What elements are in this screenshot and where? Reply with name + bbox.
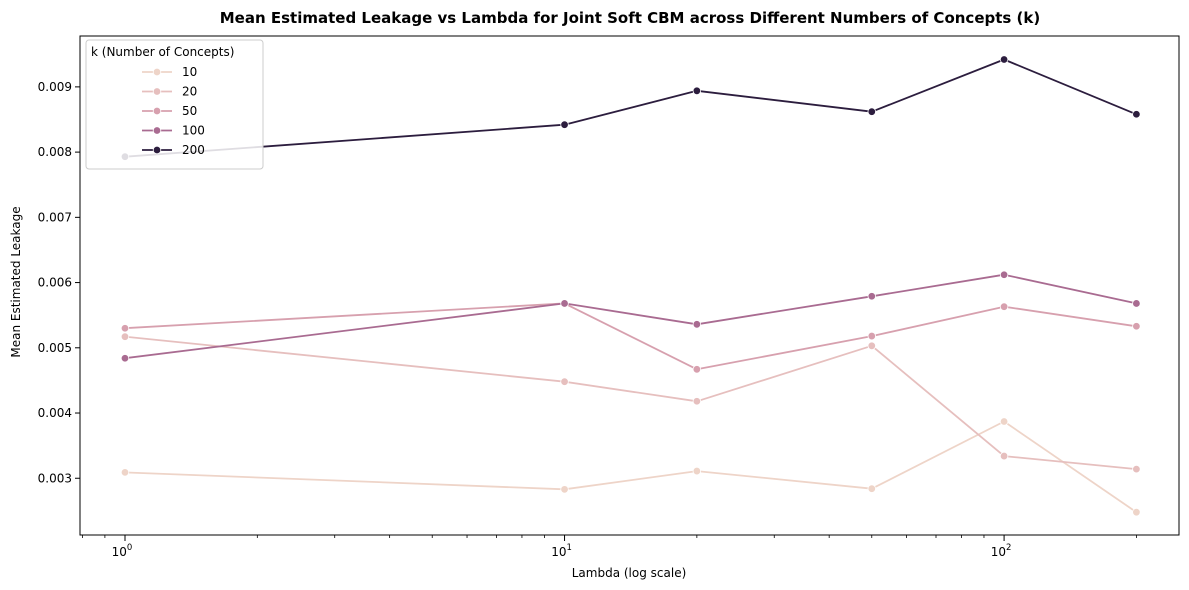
point-k100-0 bbox=[120, 354, 130, 363]
legend-label-20: 20 bbox=[182, 85, 197, 99]
point-k100-1 bbox=[560, 299, 569, 308]
x-tick-exponent-1: 1 bbox=[566, 543, 571, 553]
legend-label-50: 50 bbox=[182, 104, 197, 118]
legend-box bbox=[85, 39, 264, 170]
point-k100-2 bbox=[692, 320, 702, 329]
plot-frame bbox=[79, 35, 1180, 536]
legend-marker-200 bbox=[152, 145, 162, 155]
point-k200-3 bbox=[867, 107, 876, 116]
point-k20-2 bbox=[692, 397, 702, 406]
point-k100-3 bbox=[867, 292, 876, 301]
x-axis: 100 101 102 bbox=[82, 535, 1137, 559]
point-k20-1 bbox=[560, 377, 569, 386]
y-tick-label-4: 0.007 bbox=[38, 210, 72, 224]
y-tick-label-1: 0.004 bbox=[38, 406, 72, 420]
point-k100-4 bbox=[999, 270, 1009, 279]
point-k20-5 bbox=[1132, 464, 1141, 474]
y-tick-label-3: 0.006 bbox=[38, 276, 72, 290]
point-k20-4 bbox=[999, 451, 1009, 461]
x-tick-label-1: 101 bbox=[551, 543, 572, 559]
point-k10-0 bbox=[120, 468, 130, 477]
legend-marker-10 bbox=[152, 67, 162, 77]
y-axis: 0.003 0.004 0.005 0.006 0.007 0.008 0.009 bbox=[38, 80, 80, 485]
y-axis-label: Mean Estimated Leakage bbox=[9, 206, 23, 357]
x-tick-exponent-0: 0 bbox=[127, 543, 132, 553]
x-tick-label-0: 100 bbox=[112, 543, 133, 559]
y-tick-label-5: 0.008 bbox=[38, 145, 72, 159]
point-k200-5 bbox=[1132, 110, 1141, 119]
chart-title: Mean Estimated Leakage vs Lambda for Joi… bbox=[220, 9, 1041, 27]
y-tick-label-6: 0.009 bbox=[38, 80, 72, 94]
point-k10-3 bbox=[867, 484, 876, 493]
legend: k (Number of Concepts) 10 20 50 100 200 bbox=[85, 39, 264, 170]
series-line-200 bbox=[124, 58, 1137, 158]
point-k10-1 bbox=[560, 485, 569, 494]
point-k50-2 bbox=[692, 365, 702, 374]
series-line-100 bbox=[124, 273, 1137, 360]
plot-area bbox=[120, 55, 1141, 517]
legend-label-200: 200 bbox=[182, 143, 205, 157]
point-k50-5 bbox=[1132, 322, 1141, 331]
point-k20-0 bbox=[120, 332, 130, 341]
series-line-50 bbox=[124, 302, 1137, 371]
point-k200-4 bbox=[999, 55, 1009, 64]
point-k50-4 bbox=[999, 302, 1009, 311]
point-k50-0 bbox=[120, 324, 130, 333]
point-k10-2 bbox=[692, 466, 702, 476]
legend-label-100: 100 bbox=[182, 124, 205, 138]
point-k50-3 bbox=[867, 331, 876, 341]
x-tick-exponent-2: 2 bbox=[1006, 543, 1011, 553]
y-tick-label-2: 0.005 bbox=[38, 341, 72, 355]
legend-title: k (Number of Concepts) bbox=[91, 45, 234, 59]
series-line-10 bbox=[124, 420, 1137, 513]
point-k10-5 bbox=[1132, 507, 1141, 517]
legend-marker-100 bbox=[152, 126, 162, 135]
point-k200-2 bbox=[692, 86, 702, 95]
point-k10-4 bbox=[999, 417, 1009, 426]
y-tick-label-0: 0.003 bbox=[38, 471, 72, 485]
point-k100-5 bbox=[1132, 299, 1141, 308]
point-k200-1 bbox=[560, 120, 569, 129]
x-tick-label-2: 102 bbox=[991, 543, 1012, 559]
legend-label-10: 10 bbox=[182, 65, 197, 79]
point-k20-3 bbox=[867, 341, 876, 351]
series-line-20 bbox=[124, 335, 1137, 470]
x-axis-label: Lambda (log scale) bbox=[572, 566, 687, 580]
legend-marker-20 bbox=[152, 87, 162, 96]
legend-marker-50 bbox=[152, 106, 162, 116]
